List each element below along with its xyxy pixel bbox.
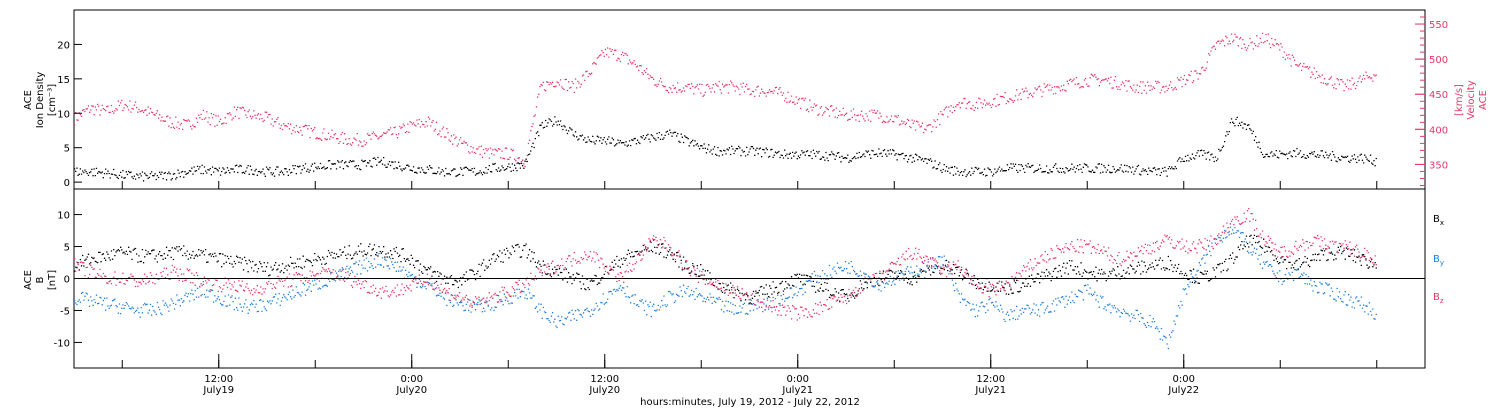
bottom-left-ylabel-line-3: [nT]: [47, 270, 58, 290]
time-tick-label: 12:00: [204, 374, 233, 385]
top-right-tick-label: 550: [1429, 20, 1448, 31]
Bz-points: [74, 207, 1377, 321]
top-left-tick-label: 0: [64, 178, 70, 189]
top-right-tick-label: 400: [1429, 125, 1448, 136]
time-tick-label: 0:00: [1173, 374, 1195, 385]
top-right-ylabel-line-3: [km/s]: [1454, 84, 1465, 116]
top-right-ylabel-line-1: ACE: [1478, 90, 1489, 110]
bottom-left-tick-label: -10: [54, 338, 70, 349]
top-left-tick-label: 10: [57, 109, 70, 120]
time-axis: 12:00July190:00July2012:00July200:00July…: [121, 181, 1378, 396]
top-left-tick-label: 5: [64, 144, 70, 155]
bottom-left-ylabel-line-1: ACE: [23, 270, 34, 290]
bottom-left-tick-label: -5: [60, 306, 70, 317]
top-left-tick-label: 20: [57, 40, 70, 51]
bottom-left-tick-label: 5: [64, 243, 70, 254]
bottom-left-tick-label: 0: [64, 275, 70, 286]
date-tick-label: July19: [202, 385, 234, 396]
time-tick-label: 12:00: [976, 374, 1005, 385]
legend-subscript: y: [1440, 259, 1444, 267]
legend-entry-x: Bx: [1433, 214, 1444, 227]
bottom-left-tick-label: 10: [57, 211, 70, 222]
time-tick-label: 0:00: [401, 374, 423, 385]
top-left-ylabel-line-1: ACE: [23, 90, 34, 110]
top-right-tick-label: 500: [1429, 55, 1448, 66]
top-right-axis: 350 400 450 500 550: [1415, 16, 1448, 186]
top-left-ylabel-line-3: [cm⁻³]: [47, 84, 58, 116]
x-axis-label: hours:minutes, July 19, 2012 - July 22, …: [640, 397, 860, 408]
By-points: [74, 226, 1377, 350]
date-tick-label: July20: [588, 385, 620, 396]
bottom-left-axis: -10 -5 0 5 10: [54, 211, 82, 349]
velocity-points: [74, 32, 1377, 168]
bottom-left-ylabel-line-2: B: [35, 276, 46, 283]
top-left-ylabel-line-2: Ion Density: [35, 72, 46, 129]
time-tick-label: 0:00: [787, 374, 809, 385]
date-tick-label: July20: [395, 385, 427, 396]
legend-subscript: z: [1440, 297, 1444, 305]
legend-entry-z: Bz: [1433, 292, 1444, 305]
top-right-tick-label: 450: [1429, 90, 1448, 101]
top-left-axis: 0 5 10 15 20: [57, 40, 82, 189]
top-panel: 0 5 10 15 20 350 400 450 500 550 ACE Ion Density…: [23, 9, 1489, 190]
Bx-points: [74, 234, 1377, 305]
top-right-tick-label: 350: [1429, 160, 1448, 171]
date-tick-label: July22: [1167, 385, 1199, 396]
date-tick-label: July21: [974, 385, 1006, 396]
b-component-legend: Bx By Bz: [1433, 214, 1444, 305]
legend-subscript: x: [1440, 219, 1444, 227]
density-points: [74, 116, 1377, 182]
top-left-tick-label: 15: [57, 75, 70, 86]
top-right-ylabel-line-2: Velocity: [1466, 80, 1477, 119]
legend-entry-y: By: [1433, 254, 1444, 267]
top-panel-points: [74, 32, 1377, 182]
time-tick-label: 12:00: [590, 374, 619, 385]
date-tick-label: July21: [781, 385, 813, 396]
top-panel-frame: [73, 9, 1426, 190]
